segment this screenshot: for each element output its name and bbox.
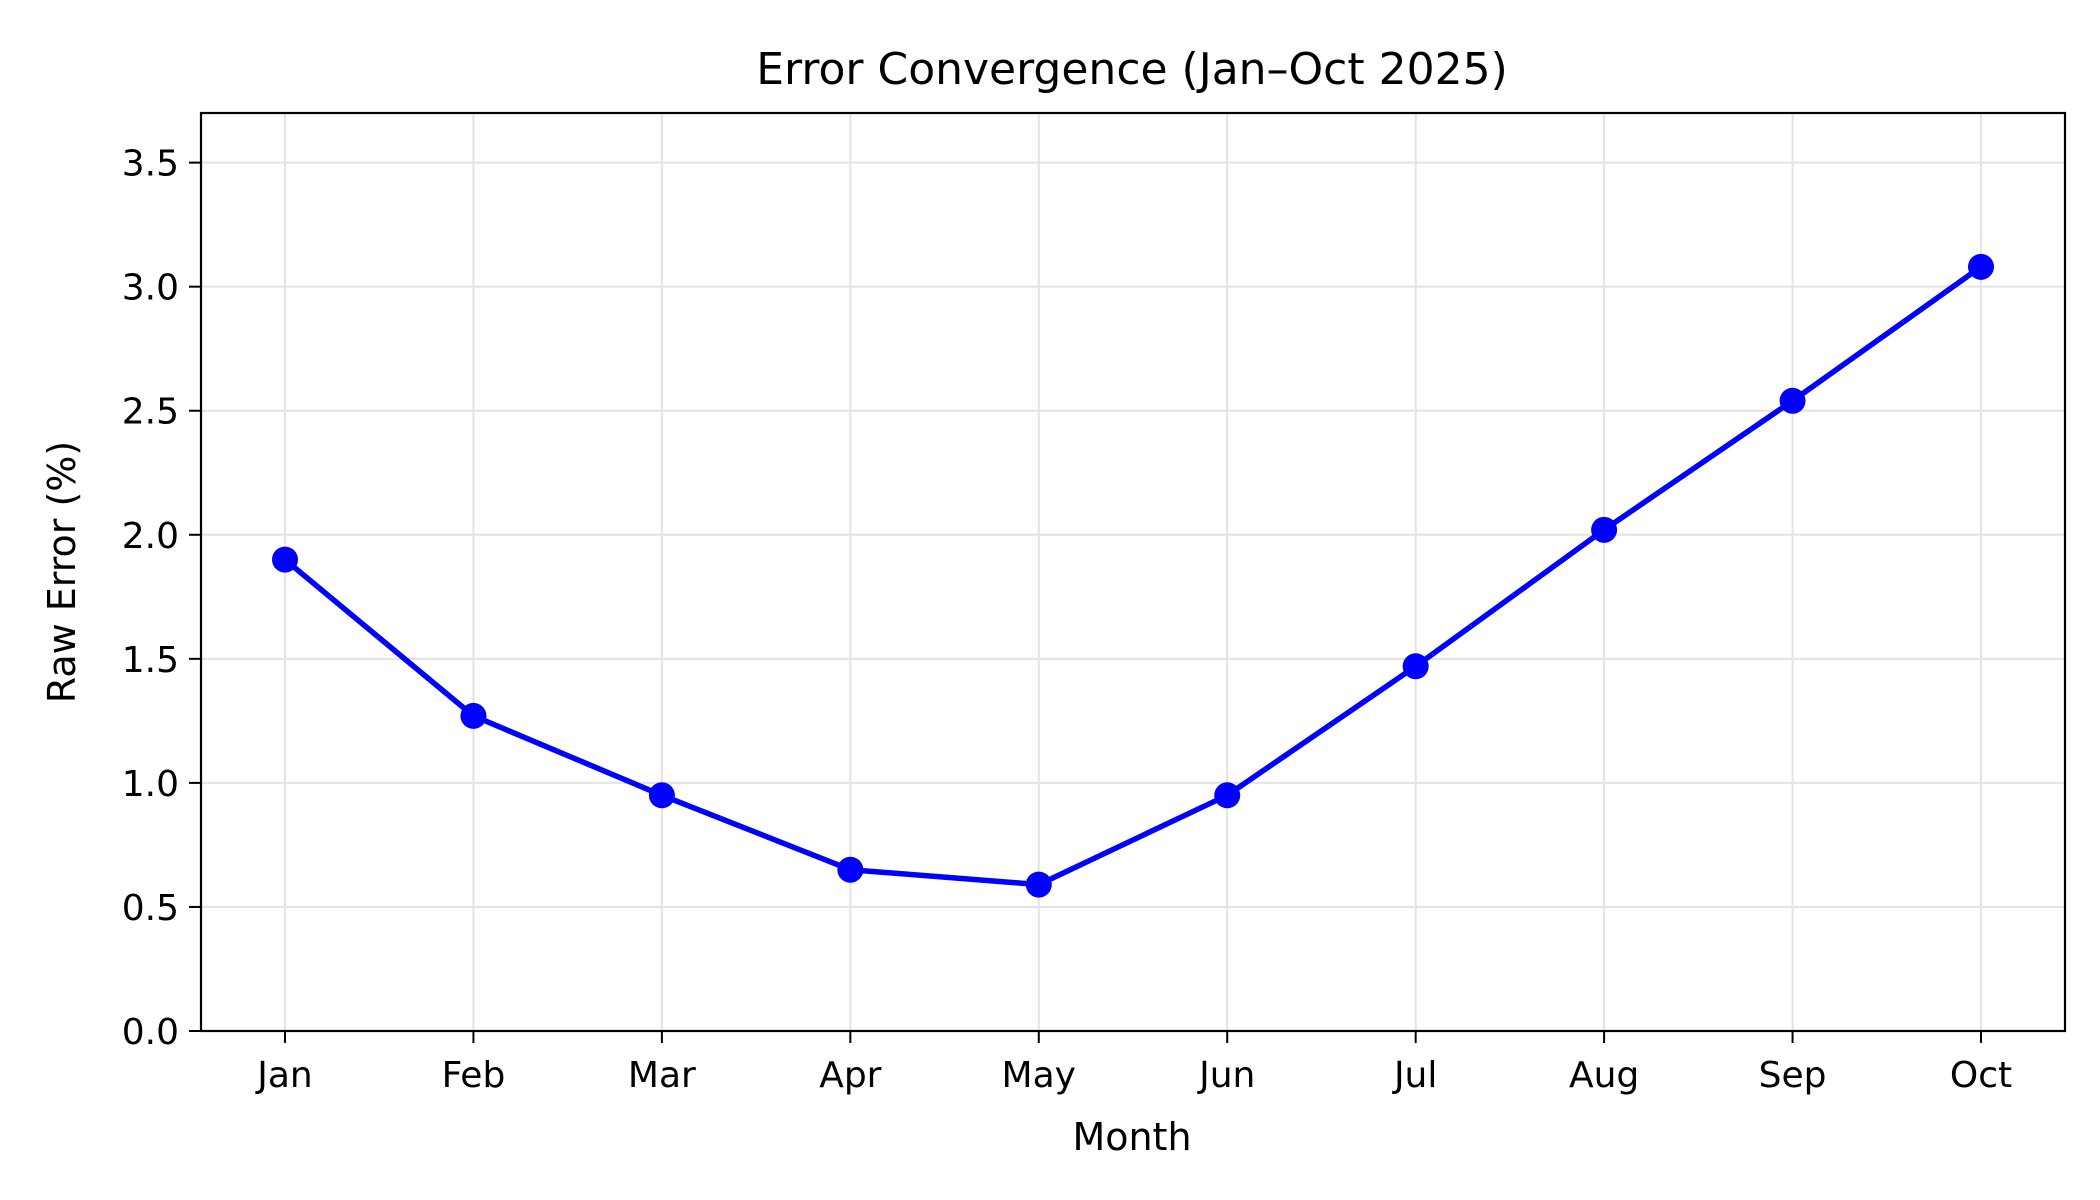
y-tick-label: 1.0 (122, 764, 179, 805)
x-tick-label: Jun (1197, 1055, 1255, 1096)
y-tick-label: 0.0 (122, 1012, 179, 1053)
x-tick-label: Sep (1759, 1055, 1827, 1096)
data-point-aug (1591, 516, 1618, 543)
series-line (282, 264, 1984, 888)
data-point-jun (1214, 782, 1241, 809)
plot-area-frame (199, 111, 2067, 1033)
y-tick-label: 3.0 (122, 268, 179, 309)
data-point-sep (1779, 387, 1806, 414)
x-axis-label: Month (1072, 1115, 1191, 1159)
y-tick-label: 0.5 (122, 888, 179, 929)
data-point-mar (648, 782, 675, 809)
x-tick-label: May (1002, 1055, 1076, 1096)
y-tick-label: 3.5 (122, 144, 179, 185)
y-tick-label: 1.5 (122, 640, 179, 681)
x-axis: Jan Feb Mar Apr May Jun Jul Aug Sep Oct (255, 1031, 2012, 1096)
x-tick-label: Mar (628, 1055, 696, 1096)
data-point-feb (460, 702, 487, 729)
grid (201, 113, 2065, 1032)
data-point-may (1025, 871, 1052, 898)
x-tick-label: Jul (1392, 1055, 1437, 1096)
data-point-jul (1402, 653, 1429, 680)
y-tick-label: 2.5 (122, 392, 179, 433)
chart-title: Error Convergence (Jan–Oct 2025) (756, 44, 1508, 95)
data-point-apr (837, 856, 864, 883)
data-series (272, 253, 1994, 898)
x-tick-label: Aug (1569, 1055, 1639, 1096)
y-tick-label: 2.0 (122, 516, 179, 557)
x-tick-label: Oct (1950, 1055, 2012, 1096)
x-tick-label: Apr (819, 1055, 881, 1096)
y-axis: 0.0 0.5 1.0 1.5 2.0 2.5 3.0 3.5 (122, 144, 201, 1053)
data-point-jan (272, 546, 298, 573)
x-tick-label: Jan (255, 1055, 313, 1096)
y-axis-label: Raw Error (%) (40, 441, 84, 703)
data-point-oct (1968, 253, 1994, 280)
x-tick-label: Feb (442, 1055, 506, 1096)
